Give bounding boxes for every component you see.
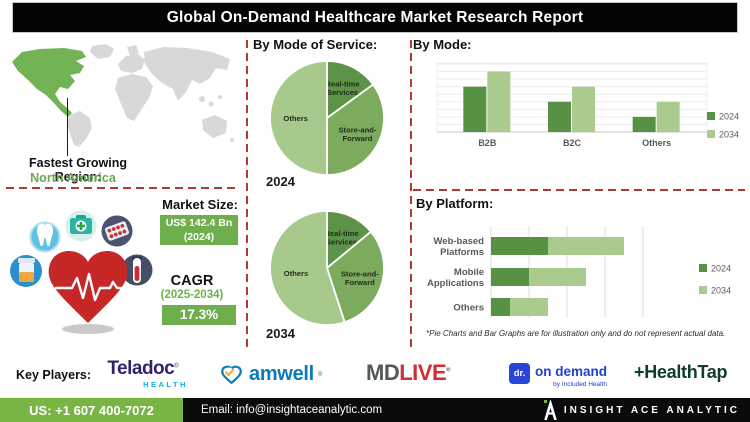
logo-amwell: amwell ® — [218, 361, 322, 388]
svg-text:2024: 2024 — [711, 264, 731, 274]
cagr-value-box: 17.3% — [162, 305, 236, 325]
divider-vertical-left — [246, 40, 248, 348]
svg-text:Web-based: Web-based — [433, 236, 484, 247]
first-aid-kit-icon — [65, 210, 97, 242]
svg-text:Others: Others — [642, 138, 671, 148]
footer-phone: US: +1 607 400-7072 — [29, 402, 154, 418]
doctor-on-demand-icon: dr. — [509, 363, 530, 384]
world-map — [12, 44, 234, 147]
mdlive-live-part: LIVE — [399, 360, 447, 385]
healthtap-wordmark: HealthTap — [644, 362, 728, 382]
pie-chart-2034: Real-time Services Store-and-Forward Others — [269, 210, 385, 326]
svg-text:2024: 2024 — [719, 112, 739, 122]
insight-ace-logo-icon — [543, 400, 557, 420]
market-size-year: (2024) — [183, 230, 215, 243]
heart-ekg-icon — [48, 251, 128, 334]
svg-text:Platforms: Platforms — [440, 247, 484, 258]
healthtap-plus-icon: + — [634, 362, 645, 382]
chart-disclaimer: *Pie Charts and Bar Graphs are for illus… — [426, 329, 726, 338]
teladoc-health-sub: HEALTH — [143, 380, 188, 389]
svg-text:Store-and-Forward: Store-and-Forward — [341, 270, 379, 288]
by-mode-of-service-title: By Mode of Service: — [253, 37, 378, 52]
footer-contact-bar: Email: info@insightaceanalytic.com INSIG… — [183, 398, 750, 422]
pie-chart-2024: Real-time Services Store-and-Forward Others — [269, 60, 385, 176]
map-leader-line — [67, 98, 68, 156]
teladoc-reg-mark: ® — [174, 363, 179, 370]
footer-brand: INSIGHT ACE ANALYTIC — [543, 400, 740, 420]
map-continents — [67, 44, 234, 147]
svg-text:Applications: Applications — [427, 278, 484, 289]
svg-text:2034: 2034 — [711, 286, 731, 296]
cagr-label: CAGR — [170, 273, 214, 289]
amwell-heart-check-icon — [221, 365, 242, 385]
logo-mdlive: MDLIVE® — [366, 360, 451, 386]
by-mode-bar-chart: B2B B2C Others 2024 2034 — [436, 62, 739, 148]
key-players-label: Key Players: — [16, 368, 92, 382]
pie-2034-year-label: 2034 — [266, 326, 295, 341]
map-north-america-highlight — [12, 48, 86, 117]
pill-blister-icon — [101, 215, 133, 247]
footer-phone-section: US: +1 607 400-7072 — [0, 398, 183, 422]
doctor-on-demand-wordmark: on demand — [535, 364, 608, 379]
divider-right-horizontal — [413, 189, 745, 191]
svg-text:2034: 2034 — [719, 130, 739, 140]
medical-icons-cluster — [10, 210, 153, 334]
amwell-reg-mark: ® — [317, 371, 323, 378]
svg-text:B2B: B2B — [478, 138, 497, 148]
test-tube-icon — [121, 254, 153, 286]
market-size-value-box: US$ 142.4 Bn (2024) — [160, 215, 238, 245]
fastest-region-label: Fastest Growing Region: — [29, 156, 127, 184]
svg-text:Mobile: Mobile — [454, 267, 484, 278]
fastest-region-value: North America — [30, 171, 116, 185]
cagr-period: (2025-2034) — [160, 289, 224, 301]
by-mode-title: By Mode: — [413, 37, 472, 52]
amwell-wordmark: amwell — [249, 363, 314, 385]
page-title: Global On-Demand Healthcare Market Resea… — [166, 8, 584, 26]
divider-vertical-right — [410, 40, 412, 348]
mdlive-md-part: MD — [366, 360, 400, 385]
market-size-label: Market Size: — [162, 197, 238, 212]
title-banner: Global On-Demand Healthcare Market Resea… — [12, 2, 738, 33]
svg-text:Others: Others — [284, 269, 308, 278]
by-platform-title: By Platform: — [416, 196, 494, 211]
teladoc-wordmark: Teladoc — [107, 358, 175, 379]
medicine-jar-icon — [10, 255, 42, 287]
logo-teladoc: Teladoc® HEALTH — [98, 359, 188, 389]
footer-brand-name: INSIGHT ACE ANALYTIC — [563, 404, 740, 416]
doctor-on-demand-subtext: by Included Health — [553, 381, 608, 388]
svg-text:Store-and-Forward: Store-and-Forward — [338, 126, 376, 144]
footer-email: Email: info@insightaceanalytic.com — [201, 404, 383, 416]
market-size-value: US$ 142.4 Bn — [165, 217, 233, 229]
svg-text:Others: Others — [453, 303, 484, 314]
logo-healthtap: +HealthTap — [634, 362, 728, 383]
mdlive-reg-mark: ® — [446, 367, 451, 374]
svg-text:Others: Others — [283, 114, 307, 123]
logo-doctor-on-demand: dr. on demand by Included Health — [509, 363, 607, 388]
svg-text:B2C: B2C — [563, 138, 582, 148]
pie-2024-year-label: 2024 — [266, 174, 295, 189]
tooth-icon — [29, 221, 61, 253]
divider-left-horizontal — [6, 187, 240, 189]
